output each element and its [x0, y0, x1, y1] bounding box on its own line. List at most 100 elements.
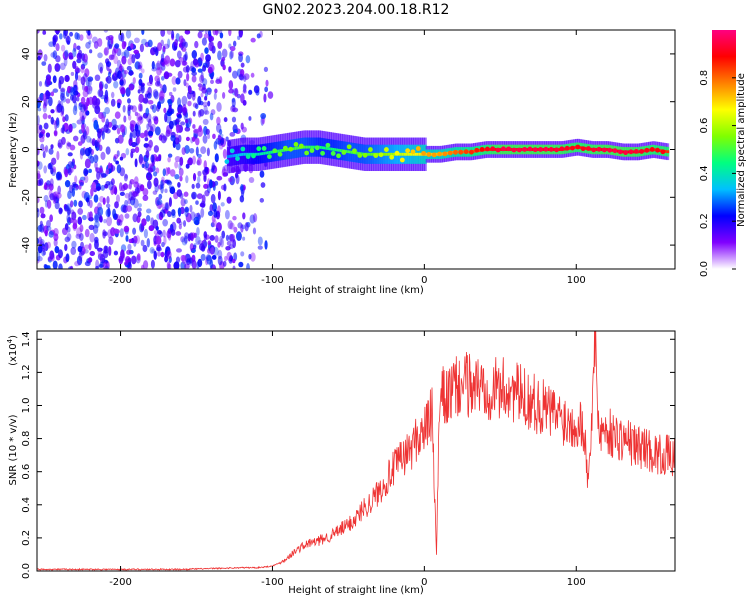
- heatmap-cell: [147, 39, 153, 48]
- heatmap-cell: [151, 104, 157, 113]
- heatmap-cell: [376, 152, 380, 156]
- heatmap-cell: [159, 231, 163, 238]
- heatmap-cell: [153, 116, 159, 125]
- heatmap-cell: [73, 199, 78, 207]
- heatmap-cell: [178, 134, 182, 143]
- heatmap-cell: [116, 164, 122, 174]
- heatmap-cell: [173, 261, 180, 269]
- heatmap-cell: [628, 149, 634, 155]
- heatmap-cell: [46, 75, 51, 86]
- heatmap-cell: [162, 168, 166, 177]
- heatmap-cell: [175, 123, 180, 134]
- heatmap-cell: [623, 150, 629, 155]
- heatmap-cell: [43, 194, 49, 203]
- heatmap-cell: [649, 147, 655, 152]
- heatmap-cell: [167, 153, 173, 158]
- heatmap-cell: [64, 49, 69, 58]
- heatmap-cell: [163, 107, 167, 114]
- heatmap-cell: [108, 43, 113, 50]
- heatmap-cell: [199, 74, 205, 84]
- heatmap-cell: [575, 144, 581, 150]
- heatmap-cell: [193, 216, 200, 225]
- heatmap-cell: [163, 71, 170, 80]
- heatmap-cell: [341, 150, 347, 155]
- heatmap-cell: [132, 227, 137, 235]
- heatmap-cell: [181, 95, 188, 106]
- colorbar-tick-label: 0.0: [699, 261, 710, 277]
- heatmap-cell: [170, 135, 176, 142]
- heatmap-cell: [217, 40, 223, 50]
- heatmap-cell: [178, 223, 182, 230]
- heatmap-cell: [84, 147, 91, 157]
- heatmap-y-ticks: -40 -20 0 20 40: [21, 48, 675, 253]
- heatmap-cell: [64, 114, 69, 122]
- heatmap-cell: [185, 136, 190, 142]
- heatmap-cell: [182, 104, 187, 113]
- heatmap-cell: [38, 236, 43, 246]
- heatmap-cell: [309, 148, 315, 153]
- heatmap-cell: [80, 63, 86, 70]
- heatmap-cell: [76, 255, 83, 266]
- heatmap-cell: [229, 50, 233, 60]
- heatmap-cell: [64, 74, 70, 83]
- heatmap-cell: [257, 236, 263, 246]
- heatmap-cell: [160, 53, 165, 63]
- heatmap-cell: [227, 177, 233, 183]
- heatmap-cell: [133, 37, 140, 44]
- heatmap-cell: [37, 196, 40, 204]
- heatmap-cell: [212, 246, 219, 256]
- heatmap-cell: [114, 67, 120, 78]
- heatmap-cell: [260, 182, 266, 188]
- heatmap-cell: [162, 219, 168, 227]
- heatmap-cell: [389, 154, 395, 160]
- heatmap-cell: [219, 32, 224, 39]
- heatmap-cell: [97, 206, 104, 217]
- heatmap-cell: [56, 103, 63, 113]
- heatmap-cell: [95, 259, 100, 269]
- heatmap-cell: [150, 123, 156, 132]
- heatmap-cell: [118, 182, 123, 192]
- heatmap-cell: [321, 146, 325, 150]
- heatmap-cell: [94, 239, 99, 250]
- heatmap-cell: [352, 148, 357, 154]
- heatmap-cell: [209, 204, 214, 213]
- heatmap-cell: [118, 219, 123, 226]
- heatmap-cell: [202, 78, 208, 86]
- heatmap-cell: [130, 43, 134, 49]
- heatmap-cell: [72, 60, 77, 70]
- heatmap-cell: [328, 147, 332, 151]
- heatmap-cell: [484, 146, 490, 152]
- heatmap-cell: [548, 147, 554, 152]
- heatmap-cell: [44, 242, 49, 252]
- heatmap-cell: [210, 222, 215, 228]
- heatmap-cell: [57, 142, 62, 148]
- heatmap-cell: [60, 44, 66, 52]
- heatmap-cell: [254, 152, 258, 156]
- heatmap-cell: [202, 118, 209, 125]
- heatmap-cell: [243, 75, 247, 82]
- heatmap-cell: [106, 196, 110, 204]
- heatmap-cell: [248, 177, 255, 184]
- heatmap-cell: [140, 83, 145, 94]
- heatmap-cell: [185, 212, 192, 223]
- heatmap-cell: [267, 154, 272, 160]
- heatmap-cell: [234, 87, 239, 97]
- heatmap-y-tick-label: 40: [21, 48, 32, 61]
- heatmap-cell: [113, 80, 119, 89]
- heatmap-cell: [117, 102, 121, 109]
- heatmap-cell: [207, 240, 212, 246]
- heatmap-cell: [39, 223, 45, 233]
- heatmap-cell: [437, 151, 442, 157]
- heatmap-cell: [41, 243, 45, 250]
- colorbar: 0.0 0.2 0.4 0.6 0.8 Normalized spectral ampl…: [699, 30, 747, 277]
- heatmap-cell: [58, 75, 65, 85]
- heatmap-cell: [217, 241, 221, 248]
- heatmap-cell: [116, 127, 121, 135]
- heatmap-cell: [60, 110, 64, 117]
- heatmap-cell: [69, 87, 76, 96]
- heatmap-cell: [456, 150, 460, 154]
- heatmap-cell: [125, 30, 132, 39]
- heatmap-cell: [147, 167, 154, 173]
- heatmap-cell: [46, 199, 52, 209]
- heatmap-cell: [137, 211, 142, 218]
